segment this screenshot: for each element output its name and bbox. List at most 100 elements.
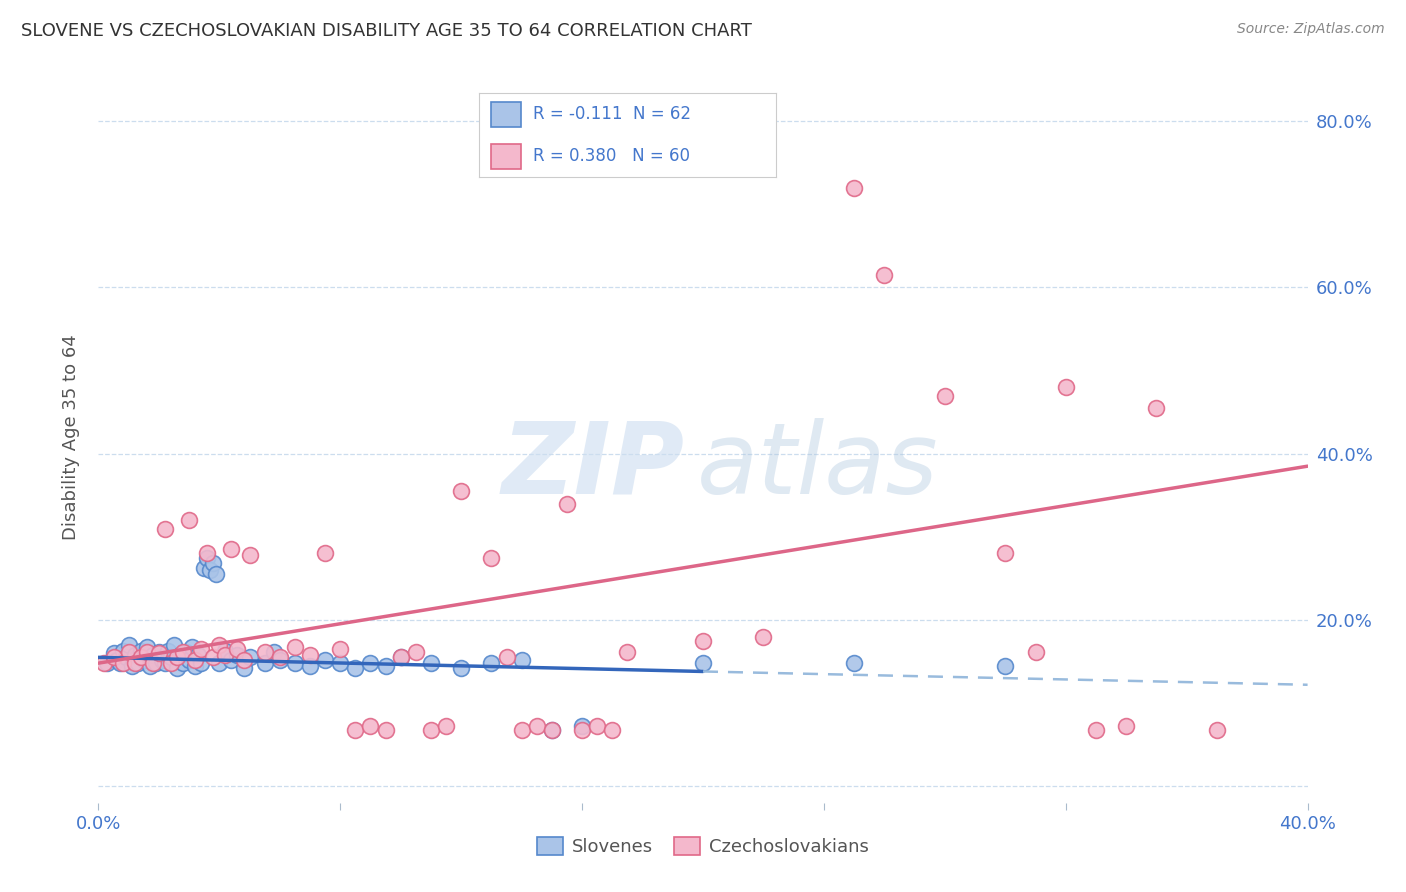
Point [111,656,134,670]
Point [571,719,593,733]
Point [108,656,131,670]
Point [616,644,638,658]
Point [994,658,1017,673]
Point [184,653,207,667]
Point [526,719,548,733]
Point [374,658,396,673]
Point [420,656,443,670]
Point [190,642,212,657]
Point [208,638,231,652]
Point [124,656,146,670]
Point [495,650,517,665]
Point [226,642,249,657]
Point [166,661,188,675]
Point [195,550,218,565]
Y-axis label: Disability Age 35 to 64: Disability Age 35 to 64 [62,334,80,540]
Point [166,650,188,665]
Point [344,661,367,675]
Point [179,513,201,527]
Point [214,648,236,662]
Point [481,656,503,670]
Point [160,650,183,665]
Point [142,656,165,670]
Point [190,656,212,670]
Point [481,550,503,565]
Point [844,656,866,670]
Point [174,644,197,658]
Point [145,656,167,670]
Point [172,656,194,670]
Point [1024,644,1046,658]
Point [510,653,533,667]
Point [232,661,254,675]
Point [873,268,896,282]
Point [153,656,176,670]
Point [202,557,225,571]
Point [602,723,624,737]
Point [434,719,457,733]
Point [103,646,125,660]
Point [692,656,714,670]
Point [118,644,141,658]
Point [193,561,215,575]
Point [314,546,336,560]
Point [124,648,146,662]
Point [329,656,352,670]
Point [934,388,956,402]
Point [269,653,291,667]
Point [389,650,412,665]
Point [450,661,472,675]
Point [129,643,152,657]
Point [221,542,243,557]
Point [844,180,866,194]
Point [148,644,170,658]
Point [374,723,396,737]
Point [139,658,162,673]
Point [1144,401,1167,415]
Point [263,644,285,658]
Point [200,563,222,577]
Point [103,650,125,665]
Point [253,644,276,658]
Point [142,648,165,662]
Point [153,521,176,535]
Point [555,497,578,511]
Point [1115,719,1137,733]
Point [540,723,562,737]
Point [994,546,1017,560]
Point [239,650,262,665]
Point [360,719,382,733]
Point [195,546,218,560]
Point [586,719,609,733]
Point [148,646,170,660]
Point [156,643,179,657]
Point [405,644,427,658]
Point [132,653,155,667]
Legend: Slovenes, Czechoslovakians: Slovenes, Czechoslovakians [530,830,876,863]
Point [1085,723,1108,737]
Point [344,723,367,737]
Point [329,642,352,657]
Point [232,653,254,667]
Text: ZIP: ZIP [502,417,685,515]
Point [160,656,183,670]
Point [1206,723,1229,737]
Text: SLOVENE VS CZECHOSLOVAKIAN DISABILITY AGE 35 TO 64 CORRELATION CHART: SLOVENE VS CZECHOSLOVAKIAN DISABILITY AG… [21,22,752,40]
Point [202,650,225,665]
Point [360,656,382,670]
Point [284,640,307,654]
Point [571,723,593,737]
Point [105,653,128,667]
Point [752,630,775,644]
Text: Source: ZipAtlas.com: Source: ZipAtlas.com [1237,22,1385,37]
Point [187,648,209,662]
Point [214,643,236,657]
Point [121,658,143,673]
Point [450,484,472,499]
Point [540,723,562,737]
Point [510,723,533,737]
Point [226,648,249,662]
Point [150,653,173,667]
Point [163,638,186,652]
Point [111,643,134,657]
